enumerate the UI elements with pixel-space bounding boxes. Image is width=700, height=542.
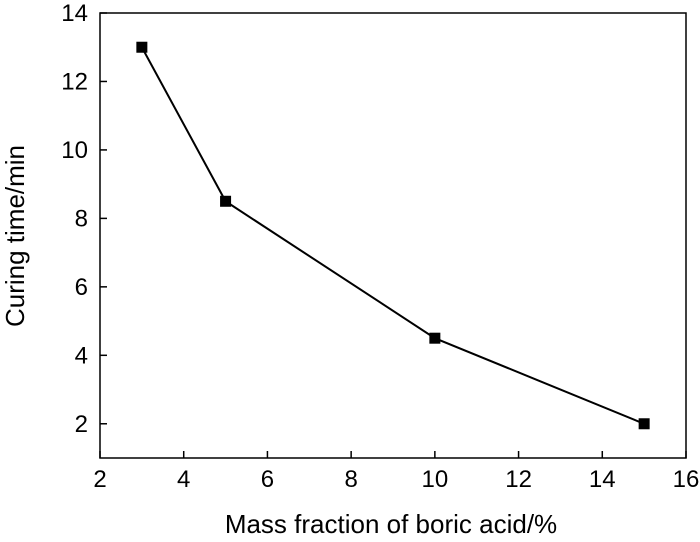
y-tick-label: 10 bbox=[61, 137, 88, 164]
y-axis-title: Curing time/min bbox=[0, 145, 30, 327]
plot-frame bbox=[99, 12, 687, 459]
x-tick-label: 10 bbox=[422, 466, 449, 493]
data-point bbox=[220, 195, 232, 207]
x-tick-label: 8 bbox=[344, 466, 357, 493]
y-tick-label: 8 bbox=[75, 205, 88, 232]
x-axis-title: Mass fraction of boric acid/% bbox=[225, 509, 557, 539]
data-point bbox=[638, 418, 650, 430]
x-tick-label: 6 bbox=[261, 466, 274, 493]
data-point bbox=[136, 41, 148, 53]
y-tick-label: 14 bbox=[61, 0, 88, 27]
x-tick-label: 12 bbox=[505, 466, 532, 493]
x-tick-label: 2 bbox=[93, 466, 106, 493]
data-point bbox=[429, 332, 441, 344]
series-layer bbox=[136, 41, 650, 430]
y-tick-label: 4 bbox=[75, 342, 88, 369]
x-tick-label: 16 bbox=[673, 466, 700, 493]
y-tick-label: 2 bbox=[75, 411, 88, 438]
series-line bbox=[140, 46, 645, 425]
x-axis: 2 4 6 8 10 12 14 16 bbox=[93, 451, 699, 493]
plot-area bbox=[99, 12, 687, 459]
x-tick-label: 14 bbox=[589, 466, 616, 493]
y-tick-label: 12 bbox=[61, 68, 88, 95]
y-axis: 2 4 6 8 10 12 14 bbox=[61, 0, 107, 438]
y-tick-label: 6 bbox=[75, 274, 88, 301]
x-tick-label: 4 bbox=[177, 466, 190, 493]
